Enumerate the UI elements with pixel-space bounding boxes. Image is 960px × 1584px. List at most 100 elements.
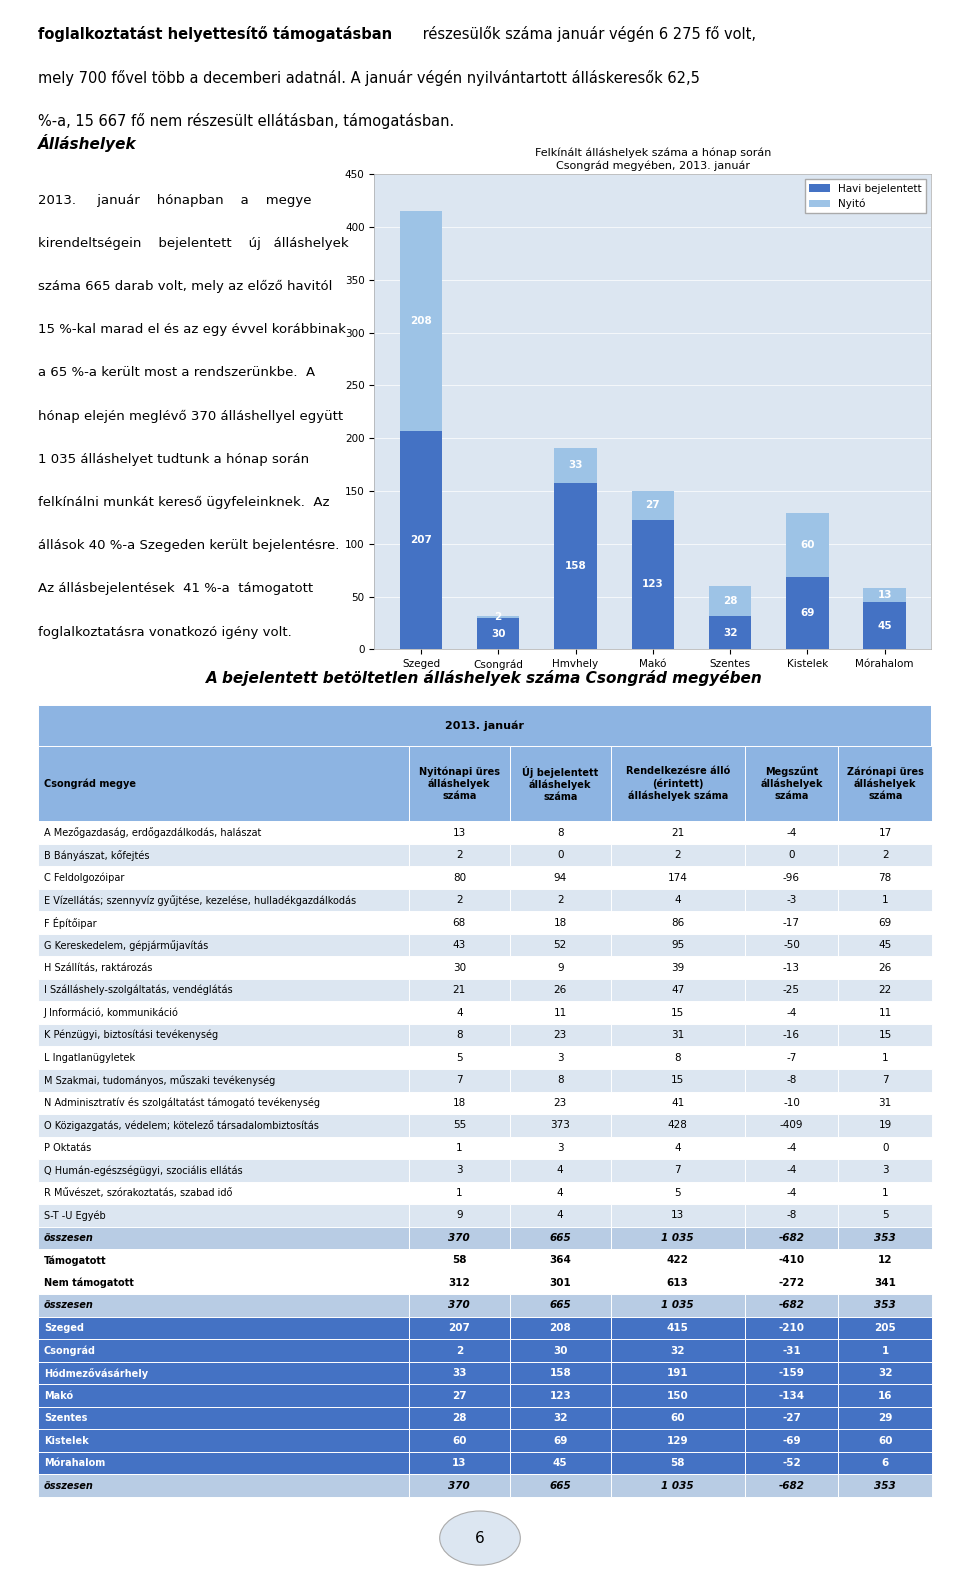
Text: 12: 12 xyxy=(878,1256,893,1266)
Text: foglalkoztatásra vonatkozó igény volt.: foglalkoztatásra vonatkozó igény volt. xyxy=(38,626,292,638)
Bar xyxy=(745,1453,838,1475)
Bar xyxy=(611,1204,745,1226)
Text: 27: 27 xyxy=(452,1391,467,1400)
Bar xyxy=(510,746,611,821)
Bar xyxy=(477,618,519,649)
Text: 26: 26 xyxy=(878,963,892,973)
Text: -4: -4 xyxy=(786,1007,797,1017)
Bar xyxy=(611,935,745,957)
Bar xyxy=(611,866,745,889)
Text: 5: 5 xyxy=(882,1210,889,1220)
Text: B Bányászat, kőfejtés: B Bányászat, kőfejtés xyxy=(44,849,149,860)
Text: 16: 16 xyxy=(878,1391,893,1400)
Bar xyxy=(745,1137,838,1159)
Bar xyxy=(611,957,745,979)
Text: -210: -210 xyxy=(779,1323,804,1334)
Bar xyxy=(38,1204,409,1226)
Text: 2: 2 xyxy=(456,851,463,860)
Text: 33: 33 xyxy=(452,1369,467,1378)
Text: Az állásbejelentések  41 %-a  támogatott: Az állásbejelentések 41 %-a támogatott xyxy=(38,583,314,596)
Text: 32: 32 xyxy=(723,627,737,637)
Bar xyxy=(838,1023,932,1047)
Bar xyxy=(409,889,510,911)
Bar xyxy=(838,1407,932,1429)
Text: 23: 23 xyxy=(554,1030,566,1041)
Bar xyxy=(510,1250,611,1272)
Text: Mórahalom: Mórahalom xyxy=(44,1459,105,1468)
Text: kirendeltségein    bejelentett    új   álláshelyek: kirendeltségein bejelentett új álláshely… xyxy=(38,238,349,250)
Bar xyxy=(838,746,932,821)
Text: hónap elején meglévő 370 álláshellyel együtt: hónap elején meglévő 370 álláshellyel eg… xyxy=(38,410,344,423)
Bar xyxy=(409,979,510,1001)
Text: 205: 205 xyxy=(875,1323,896,1334)
Text: 6: 6 xyxy=(881,1459,889,1468)
Text: 30: 30 xyxy=(453,963,466,973)
Text: -69: -69 xyxy=(782,1435,801,1446)
Bar xyxy=(611,1475,745,1497)
Bar xyxy=(409,935,510,957)
Text: 29: 29 xyxy=(878,1413,893,1422)
Text: I Szálláshely-szolgáltatás, vendéglátás: I Szálláshely-szolgáltatás, vendéglátás xyxy=(44,985,232,995)
Bar xyxy=(838,1114,932,1137)
Bar xyxy=(611,1338,745,1362)
Bar xyxy=(611,1453,745,1475)
Bar xyxy=(409,1407,510,1429)
Bar xyxy=(838,979,932,1001)
Bar xyxy=(38,1182,409,1204)
Text: 55: 55 xyxy=(453,1120,466,1131)
Text: 4: 4 xyxy=(557,1188,564,1198)
Text: 312: 312 xyxy=(448,1278,470,1288)
Text: 58: 58 xyxy=(452,1256,467,1266)
Text: 364: 364 xyxy=(549,1256,571,1266)
Text: 8: 8 xyxy=(674,1053,681,1063)
Text: 69: 69 xyxy=(553,1435,567,1446)
Bar xyxy=(611,821,745,844)
Text: 13: 13 xyxy=(453,827,466,838)
Bar xyxy=(745,1069,838,1091)
Bar xyxy=(745,1159,838,1182)
Bar xyxy=(838,957,932,979)
Bar xyxy=(510,1159,611,1182)
Text: összesen: összesen xyxy=(44,1300,94,1310)
Bar xyxy=(863,602,906,649)
Bar xyxy=(409,844,510,866)
Text: 60: 60 xyxy=(800,540,815,550)
Text: 11: 11 xyxy=(878,1007,892,1017)
Text: Támogatott: Támogatott xyxy=(44,1255,107,1266)
Bar xyxy=(38,1091,409,1114)
Text: 26: 26 xyxy=(554,985,566,995)
Bar xyxy=(38,844,409,866)
Text: H Szállítás, raktározás: H Szállítás, raktározás xyxy=(44,963,152,973)
Bar xyxy=(611,1114,745,1137)
Bar xyxy=(838,1338,932,1362)
Bar xyxy=(611,1182,745,1204)
Bar xyxy=(745,1475,838,1497)
Bar xyxy=(38,1137,409,1159)
Bar xyxy=(838,1316,932,1338)
Text: 31: 31 xyxy=(671,1030,684,1041)
Bar xyxy=(554,483,597,649)
Bar xyxy=(510,1137,611,1159)
Bar xyxy=(38,889,409,911)
Text: 665: 665 xyxy=(549,1300,571,1310)
Bar xyxy=(611,979,745,1001)
Text: 32: 32 xyxy=(553,1413,567,1422)
Text: 60: 60 xyxy=(452,1435,467,1446)
Text: 13: 13 xyxy=(452,1459,467,1468)
Text: 207: 207 xyxy=(410,535,432,545)
Bar xyxy=(510,889,611,911)
Bar xyxy=(38,1226,409,1250)
Bar xyxy=(863,588,906,602)
Text: 422: 422 xyxy=(666,1256,688,1266)
Text: 30: 30 xyxy=(491,629,506,638)
Bar xyxy=(786,577,828,649)
Text: összesen: összesen xyxy=(44,1481,94,1491)
Bar xyxy=(38,866,409,889)
Bar xyxy=(510,1475,611,1497)
Text: Nyitónapi üres
álláshelyek
száma: Nyitónapi üres álláshelyek száma xyxy=(419,767,500,802)
Bar xyxy=(745,1362,838,1384)
Bar xyxy=(745,1429,838,1453)
Bar xyxy=(745,1384,838,1407)
Bar xyxy=(38,1294,409,1316)
Text: -410: -410 xyxy=(779,1256,804,1266)
